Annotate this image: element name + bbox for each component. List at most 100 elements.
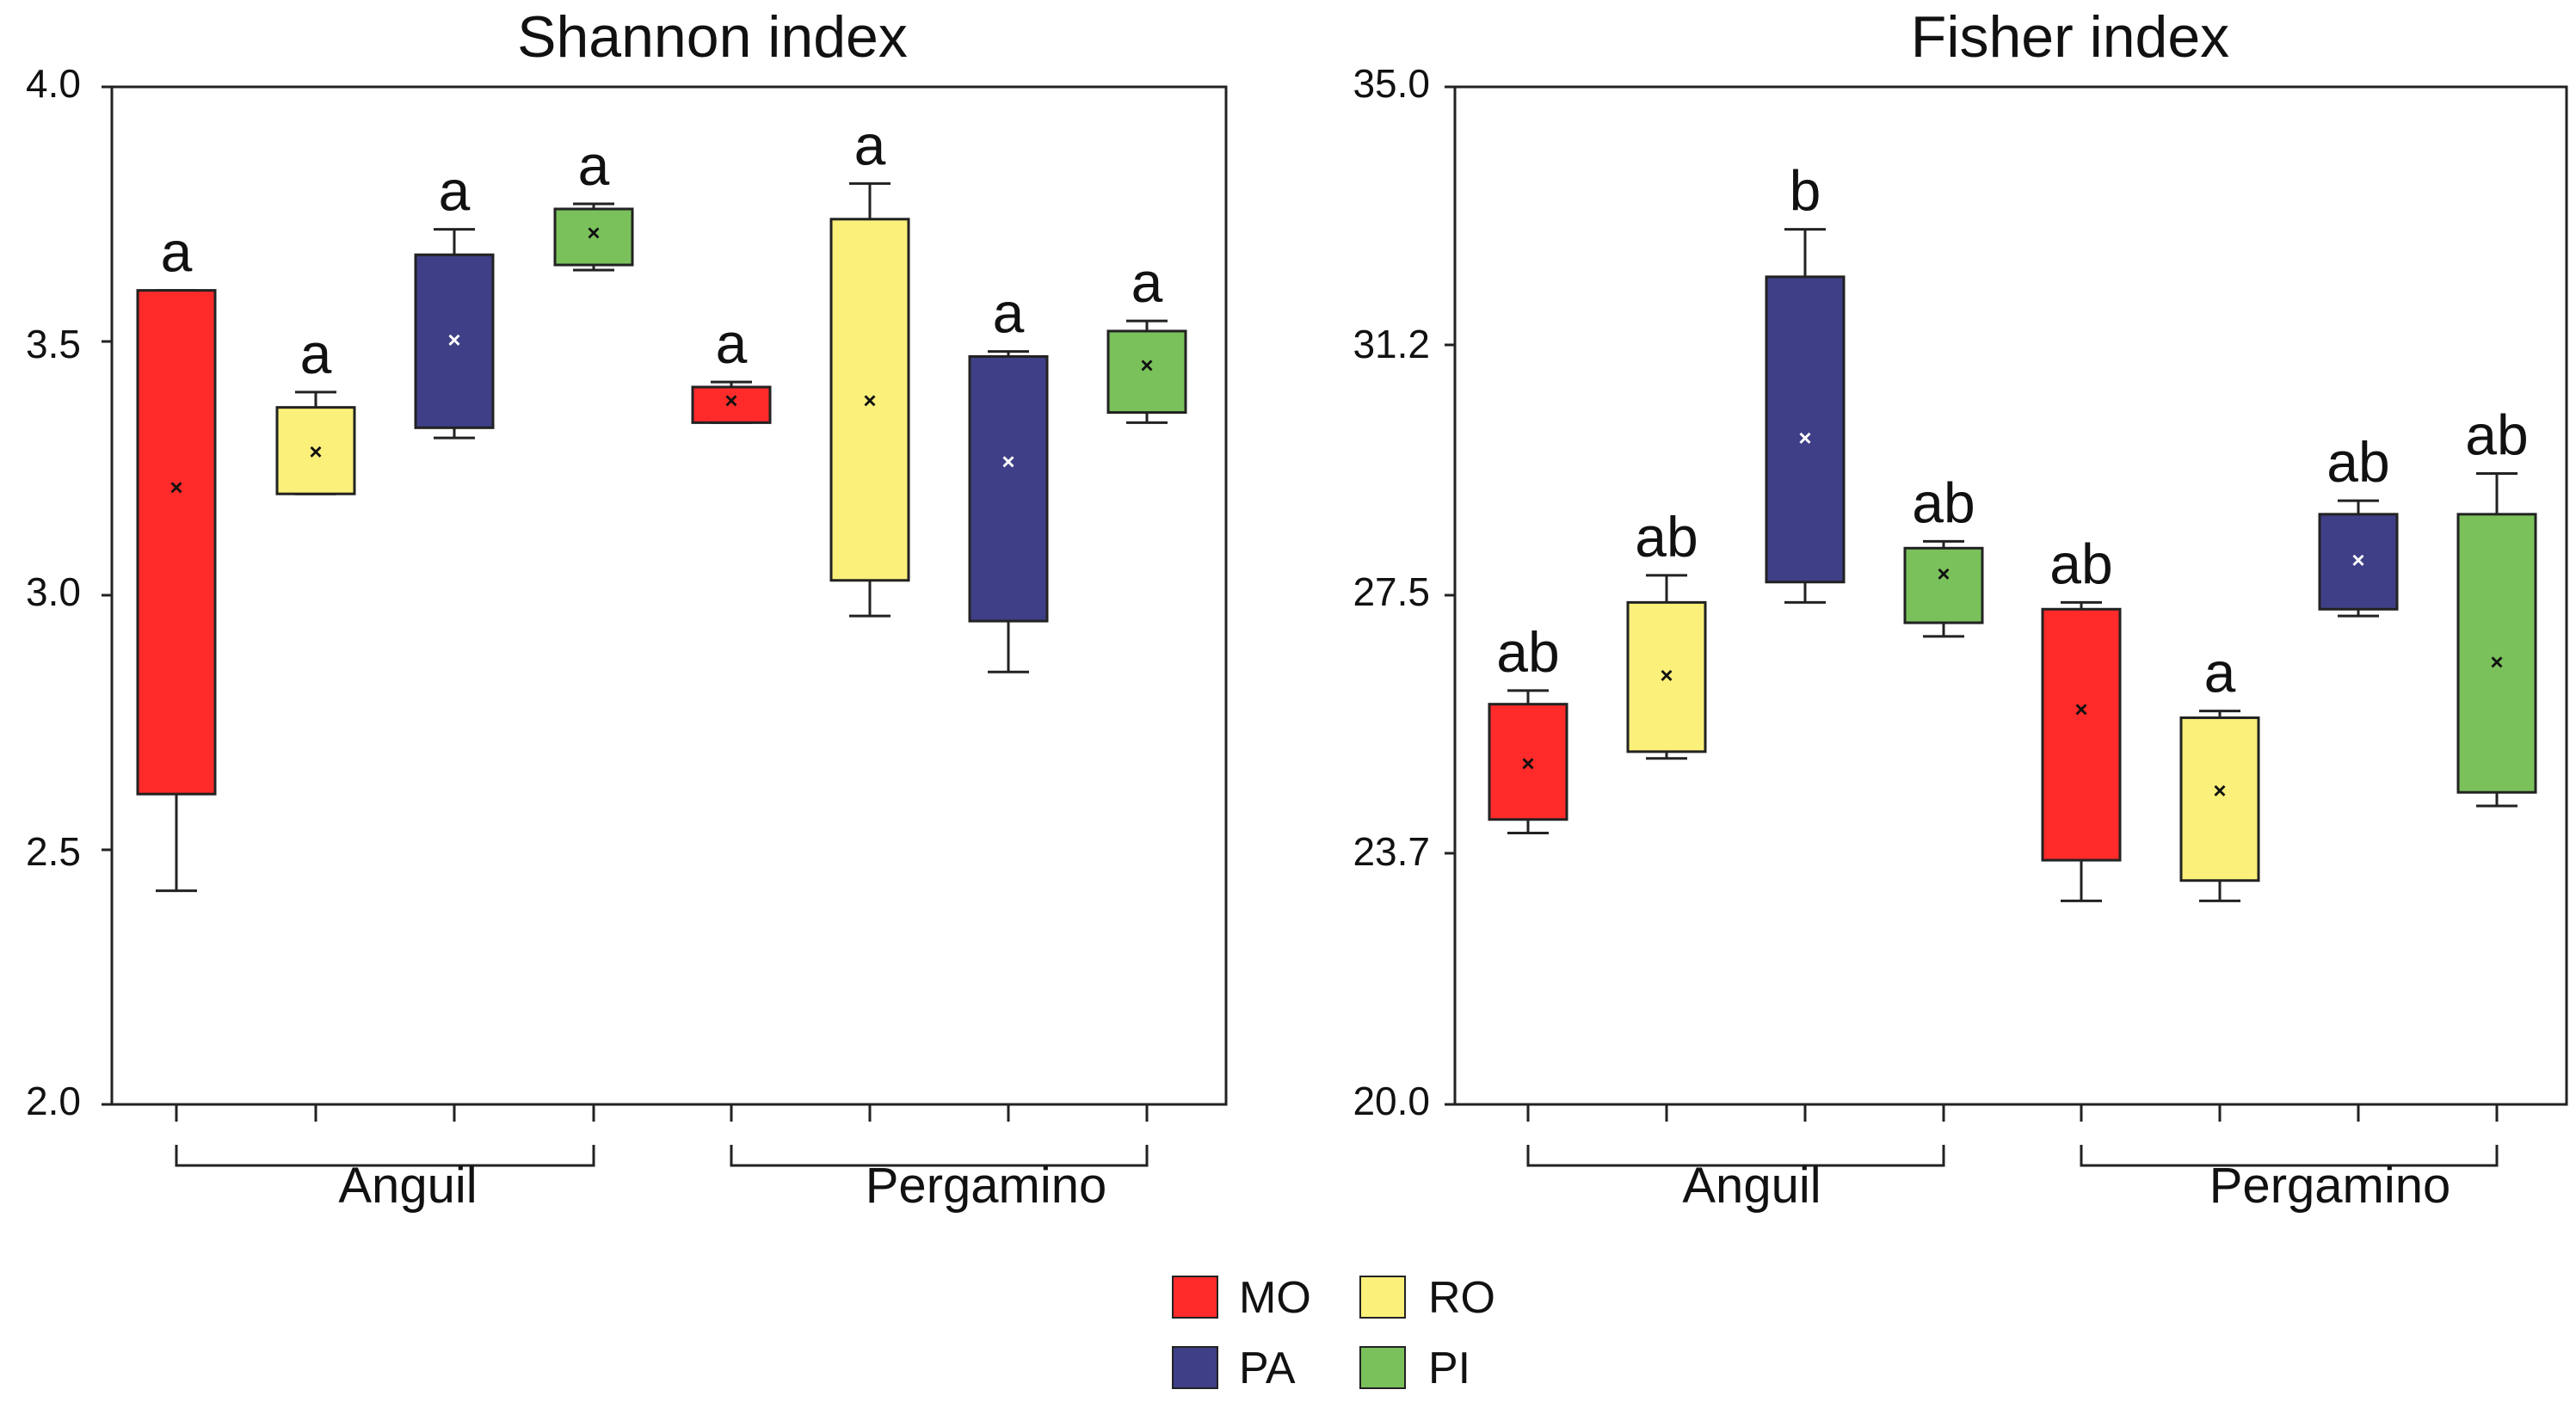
group-bracket-pergamino [730,1145,1149,1167]
mean-marker: × [724,388,737,414]
mean-marker: × [2490,649,2503,674]
legend-swatch-pi [1359,1346,1406,1389]
mean-marker: × [1798,425,1811,451]
legend-label-pa: PA [1239,1344,1296,1393]
mean-marker: × [1521,751,1534,777]
plot-frame [1453,85,2568,1106]
box-body [968,354,1049,623]
group-label-pergamino: Pergamino [866,1158,1106,1214]
significance-letter: b [1790,159,1821,223]
box-anguil-ro: × ab [1626,505,1707,760]
mean-marker: × [1140,352,1153,378]
y-axis: 20.0 23.7 27.5 31.2 35.0 [1353,61,1455,1123]
shannon-panel: Shannon index 2.0 2.5 3.0 3.5 4.0 ×a×a ×a… [26,4,1228,1214]
x-axis [175,1104,1149,1167]
box-body [1765,275,1846,584]
box-pergamino-ro: ×a [2179,641,2260,902]
boxes: ×a×a ×a×a×a×a×a×a [136,113,1187,893]
significance-letter: a [993,281,1025,345]
y-tick-label: 2.5 [26,829,81,874]
mean-marker: × [447,327,460,353]
significance-letter: a [300,322,332,385]
chart-title: Fisher index [1911,4,2229,70]
box-pergamino-pi: × ab [2456,403,2537,808]
y-tick-label: 35.0 [1353,61,1430,106]
mean-marker: × [2351,547,2364,573]
mean-marker: × [309,439,322,464]
significance-letter: ab [1912,470,1975,534]
box-pergamino-pa: ×a [968,281,1049,673]
significance-letter: a [716,311,748,375]
box-pergamino-ro: ×a [829,113,910,618]
significance-letter: ab [1635,505,1698,569]
mean-marker: × [1660,662,1673,688]
group-label-anguil: Anguil [338,1158,477,1214]
box-pergamino-pi: ×a [1106,250,1187,424]
legend-label-ro: RO [1428,1273,1495,1323]
significance-letter: ab [2465,403,2528,467]
box-anguil-pa: ×a [414,159,495,440]
box-anguil-pi: × ab [1903,470,1984,638]
y-tick-label: 31.2 [1353,322,1430,366]
box-anguil-pa: ×b [1765,159,1846,604]
legend: MO RO PA PI [1172,1273,1495,1393]
significance-letter: ab [2326,430,2389,494]
y-tick-label: 2.0 [26,1079,81,1123]
significance-letter: a [439,159,471,223]
significance-letter: a [2204,641,2236,704]
box-body [2456,513,2537,794]
group-label-pergamino: Pergamino [2209,1158,2450,1214]
box-anguil-pi: ×a [553,133,634,272]
significance-letter: a [161,220,193,284]
box-body [414,253,495,429]
box-pergamino-pa: × ab [2318,430,2399,618]
group-bracket-anguil [1526,1145,1945,1167]
significance-letter: a [854,113,886,176]
legend-label-mo: MO [1239,1273,1311,1323]
fisher-panel: Fisher index 20.0 23.7 27.5 31.2 35.0 ×a… [1353,4,2568,1214]
box-body [691,385,772,424]
box-body [1106,329,1187,415]
box-body [2318,513,2399,611]
y-axis: 2.0 2.5 3.0 3.5 4.0 [26,61,112,1123]
significance-letter: a [1131,250,1163,314]
significance-letter: a [578,133,610,197]
y-tick-label: 20.0 [1353,1079,1430,1123]
mean-marker: × [2074,697,2087,723]
mean-marker: × [2213,778,2226,803]
plot-frame [110,85,1228,1106]
x-axis [1526,1104,2499,1167]
box-body [2179,716,2260,882]
group-bracket-pergamino [2080,1145,2499,1167]
box-body [275,406,356,495]
box-pergamino-mo: ×a [691,311,772,424]
box-anguil-mo: ×a [136,220,217,893]
box-anguil-ro: ×a [275,322,356,495]
y-tick-label: 23.7 [1353,829,1430,874]
box-pergamino-mo: × ab [2041,532,2122,902]
legend-swatch-pa [1172,1346,1218,1389]
group-label-anguil: Anguil [1682,1158,1821,1214]
box-body [1903,546,1984,624]
box-body [553,207,634,267]
box-body [2041,607,2122,862]
y-tick-label: 27.5 [1353,569,1430,614]
mean-marker: × [169,474,182,500]
box-body [136,289,217,796]
box-body [1488,703,1568,821]
mean-marker: × [1937,561,1950,587]
y-tick-label: 3.5 [26,322,81,366]
box-body [829,218,910,582]
group-bracket-anguil [175,1145,595,1167]
significance-letter: ab [1496,620,1559,684]
mean-marker: × [1001,449,1014,475]
legend-swatch-mo [1172,1276,1218,1319]
box-anguil-mo: × ab [1488,620,1568,835]
significance-letter: ab [2049,532,2112,595]
y-tick-label: 4.0 [26,61,81,106]
mean-marker: × [587,220,600,246]
y-tick-label: 3.0 [26,569,81,614]
legend-label-pi: PI [1428,1344,1470,1393]
boxes: ×ab ×ab×b×ab×ab×a×ab×ab [1488,159,2537,902]
